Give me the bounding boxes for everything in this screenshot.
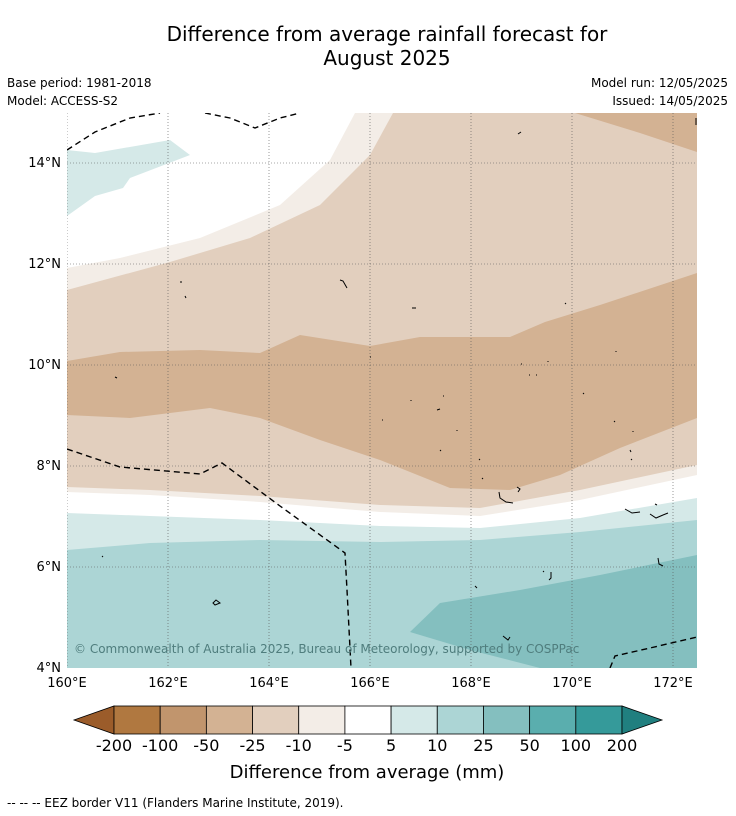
gridlines <box>67 113 697 668</box>
band-plus-5-to-10-nw <box>67 140 190 216</box>
eez-borders <box>67 113 697 668</box>
colorbar-tick-label: -25 <box>239 736 265 755</box>
copyright-notice: © Commonwealth of Australia 2025, Bureau… <box>74 642 579 656</box>
colorbar-swatch <box>113 705 161 735</box>
eez-footnote: -- -- -- EEZ border V11 (Flanders Marine… <box>7 796 344 810</box>
colorbar-arrow-high <box>621 705 664 735</box>
title-line-2: August 2025 <box>323 46 451 70</box>
issued-date: Issued: 14/05/2025 <box>612 94 728 108</box>
colorbar-tick-label: -50 <box>193 736 219 755</box>
colorbar-title: Difference from average (mm) <box>230 762 505 783</box>
lat-tick-label: 12°N <box>28 257 61 272</box>
band-minus-50-to-minus-25-ne <box>575 113 697 152</box>
lon-tick-label: 166°E <box>350 676 390 691</box>
band-minus-50-to-minus-25 <box>67 273 697 490</box>
meta-right: Model run: 12/05/2025 Issued: 14/05/2025 <box>591 74 728 110</box>
base-period: Base period: 1981-2018 <box>7 76 152 90</box>
colorbar-tick-label: -5 <box>337 736 353 755</box>
colorbar-swatch <box>344 705 392 735</box>
islands <box>101 118 697 641</box>
lat-tick-label: 8°N <box>37 459 62 474</box>
colorbar-swatch <box>575 705 623 735</box>
colorbar-tick-labels: -200 -100 -50 -25 -10 -5 5 10 25 50 100 200 <box>96 736 637 755</box>
title-line-1: Difference from average rainfall forecas… <box>166 22 608 46</box>
colorbar-tick-label: 25 <box>473 736 493 755</box>
colorbar-tick-label: 5 <box>386 736 396 755</box>
model-run: Model run: 12/05/2025 <box>590 76 728 90</box>
colorbar-swatch <box>483 705 531 735</box>
meta-left: Base period: 1981-2018 Model: ACCESS-S2 <box>7 74 152 110</box>
lon-tick-label: 162°E <box>148 676 188 691</box>
colorbar <box>72 705 664 735</box>
lon-tick-label: 160°E <box>47 676 87 691</box>
colorbar-tick-label: 100 <box>561 736 592 755</box>
lat-tick-label: 4°N <box>37 661 62 676</box>
colorbar-swatch <box>159 705 207 735</box>
colorbar-tick-label: -10 <box>286 736 312 755</box>
colorbar-tick-label: -100 <box>142 736 178 755</box>
colorbar-tick-label: 10 <box>427 736 447 755</box>
colorbar-swatch <box>529 705 577 735</box>
colorbar-swatch <box>298 705 346 735</box>
lon-tick-label: 172°E <box>653 676 693 691</box>
lat-tick-label: 6°N <box>37 560 62 575</box>
colorbar-tick-label: 50 <box>519 736 539 755</box>
colorbar-swatch <box>436 705 484 735</box>
lon-tick-label: 170°E <box>552 676 592 691</box>
rainfall-map: © Commonwealth of Australia 2025, Bureau… <box>67 113 697 668</box>
lon-tick-label: 164°E <box>249 676 289 691</box>
lat-tick-label: 14°N <box>28 156 61 171</box>
lat-tick-label: 10°N <box>28 358 61 373</box>
axis-labels: 160°E 162°E 164°E 166°E 168°E 170°E 172°… <box>28 156 693 691</box>
band-plus-25-to-50 <box>410 555 697 668</box>
map-title: Difference from average rainfall forecas… <box>0 22 736 70</box>
lon-tick-label: 168°E <box>451 676 491 691</box>
colorbar-swatch <box>252 705 300 735</box>
model-name: Model: ACCESS-S2 <box>7 94 119 108</box>
colorbar-swatch <box>205 705 253 735</box>
colorbar-arrow-low <box>72 705 115 735</box>
colorbar-tick-label: 200 <box>607 736 638 755</box>
colorbar-swatch <box>390 705 438 735</box>
colorbar-tick-label: -200 <box>96 736 132 755</box>
